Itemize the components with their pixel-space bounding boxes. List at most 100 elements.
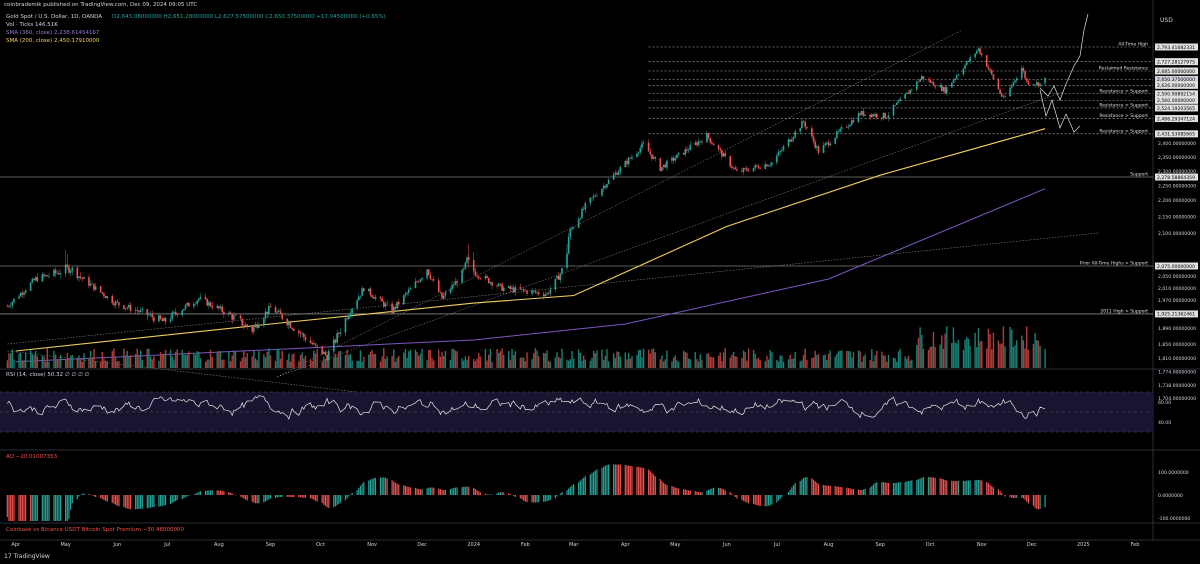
ao-bar	[569, 486, 571, 495]
ao-bar	[76, 495, 78, 500]
candle-body	[303, 333, 305, 337]
volume-bar	[303, 358, 305, 368]
ao-bar	[549, 495, 551, 500]
trendline	[7, 350, 373, 395]
candle-body	[129, 305, 132, 312]
volume-bar	[438, 349, 440, 368]
volume-bar	[218, 350, 220, 368]
ao-bar	[764, 495, 766, 507]
ao-bar	[164, 495, 167, 506]
ao-legend[interactable]: AO −20.01007353	[6, 454, 58, 460]
volume-bar	[746, 360, 748, 368]
ao-bar	[263, 495, 265, 503]
candle-body	[474, 271, 477, 276]
volume-bar	[404, 348, 407, 368]
volume-bar	[532, 353, 535, 368]
ao-bar	[206, 490, 208, 495]
candle-body	[502, 287, 505, 291]
time-tick-label: May	[670, 542, 680, 548]
volume-bar	[1037, 340, 1040, 368]
candle-body	[216, 306, 219, 308]
ao-bar	[116, 495, 118, 506]
volume-bar	[601, 349, 603, 368]
volume-bar	[777, 361, 780, 368]
time-tick-label: Apr	[621, 542, 631, 548]
ao-bar	[859, 489, 861, 495]
ao-bar	[31, 495, 33, 521]
ao-bar	[371, 478, 373, 495]
ao-bar	[628, 465, 630, 495]
volume-bar	[288, 353, 290, 368]
candle-body	[779, 150, 782, 153]
candle-body	[427, 269, 430, 276]
volume-bar	[696, 359, 698, 368]
volume-bar	[636, 354, 638, 368]
ao-bar	[862, 489, 865, 495]
volume-bar	[537, 356, 540, 368]
volume-bar	[314, 353, 317, 368]
ao-bar	[498, 492, 500, 495]
candle-body	[288, 322, 290, 326]
ao-bar	[514, 495, 516, 497]
candle-body	[66, 264, 69, 267]
volume-bar	[44, 361, 47, 368]
volume-bars	[6, 326, 1046, 368]
volume-bar	[624, 352, 627, 368]
ao-bar	[171, 495, 173, 503]
candle-body	[464, 262, 467, 269]
currency-label[interactable]: USD	[1160, 17, 1173, 24]
candle-body	[321, 346, 323, 354]
candle-body	[606, 184, 608, 188]
ao-bar	[111, 495, 113, 503]
volume-bar	[146, 348, 148, 368]
symbol-title[interactable]: Gold Spot / U.S. Dollar, 1D, OANDA	[6, 14, 103, 20]
candle-body	[111, 296, 114, 304]
ao-bar	[301, 495, 303, 498]
time-tick-label: Jun	[722, 542, 731, 548]
volume-bar	[1014, 345, 1016, 368]
ao-bar	[596, 469, 598, 495]
ao-bar	[876, 482, 878, 495]
volume-bar	[987, 328, 990, 368]
tradingview-logo[interactable]: 17 TradingView	[4, 553, 50, 560]
candle-body	[88, 277, 90, 286]
ao-bar	[279, 495, 282, 497]
candle-body	[333, 339, 335, 352]
volume-bar	[123, 348, 125, 368]
premium-legend[interactable]: Coinbase vs Binance USDT Bitcoin Spot Pr…	[6, 527, 185, 533]
ao-bar	[45, 495, 47, 521]
volume-bar	[464, 356, 467, 368]
candle-body	[23, 292, 25, 295]
ao-bar	[139, 495, 142, 509]
rsi-legend[interactable]: RSI (14, close) 50.32 ∅ ∅ ∅ ∅	[6, 372, 90, 378]
candle-body	[872, 114, 875, 117]
candle-body	[123, 305, 125, 309]
candle-body	[884, 112, 886, 118]
sma360-legend[interactable]: SMA (360, close) 2,238.61454167	[6, 30, 100, 36]
candle-body	[231, 314, 234, 320]
candle-body	[367, 288, 370, 292]
candle-body	[198, 298, 200, 301]
ao-bar	[976, 479, 978, 495]
candle-body	[41, 274, 44, 282]
candles	[6, 46, 1046, 363]
time-tick-label: Feb	[1131, 542, 1140, 548]
volume-bar	[519, 357, 522, 368]
ao-bar	[269, 495, 272, 499]
volume-bar	[934, 346, 936, 368]
sma200-legend[interactable]: SMA (200, close) 2,450.17910000	[6, 38, 100, 44]
volume-bar	[503, 354, 505, 368]
candle-body	[113, 303, 115, 306]
candle-body	[161, 318, 164, 321]
candle-body	[263, 318, 265, 326]
volume-bar	[769, 350, 771, 368]
time-tick-label: Nov	[367, 542, 377, 548]
volume-legend[interactable]: Vol · Ticks 146.51K	[6, 22, 58, 28]
ao-bar	[124, 495, 127, 508]
candle-body	[909, 89, 911, 94]
ao-bar	[829, 485, 831, 495]
candle-body	[186, 302, 189, 306]
ao-bar	[105, 495, 107, 501]
ao-bar	[694, 491, 696, 495]
